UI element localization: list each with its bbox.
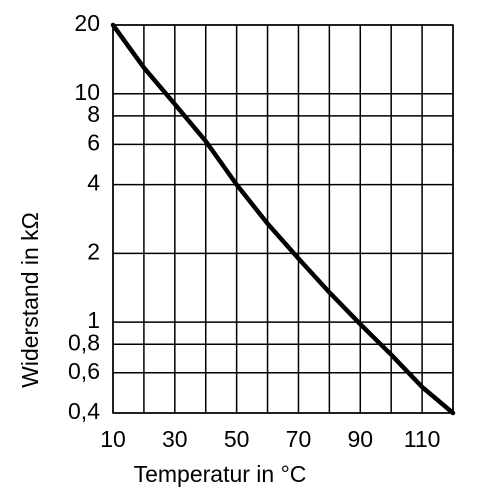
y-tick-label: 2 <box>87 238 100 264</box>
x-tick-label: 110 <box>404 426 441 452</box>
y-tick-label: 8 <box>87 101 100 127</box>
x-tick-label: 10 <box>100 426 126 452</box>
y-tick-label: 0,6 <box>68 358 100 384</box>
y-tick-label: 6 <box>87 129 100 155</box>
plot-frame <box>112 24 454 414</box>
y-tick-label: 0,8 <box>68 329 100 355</box>
x-tick-label: 50 <box>224 426 250 452</box>
x-tick-label: 70 <box>286 426 312 452</box>
data-line <box>110 22 456 416</box>
x-axis-label: Temperatur in °C <box>134 461 307 487</box>
y-tick-label: 4 <box>87 170 100 196</box>
y-tick-label: 1 <box>87 307 100 333</box>
y-tick-label: 0,4 <box>68 398 100 424</box>
y-axis-label: Widerstand in kΩ <box>17 212 43 388</box>
y-tick-label: 20 <box>74 10 100 36</box>
x-tick-label: 30 <box>162 426 188 452</box>
y-tick-label: 10 <box>74 79 100 105</box>
x-tick-label: 90 <box>347 426 373 452</box>
